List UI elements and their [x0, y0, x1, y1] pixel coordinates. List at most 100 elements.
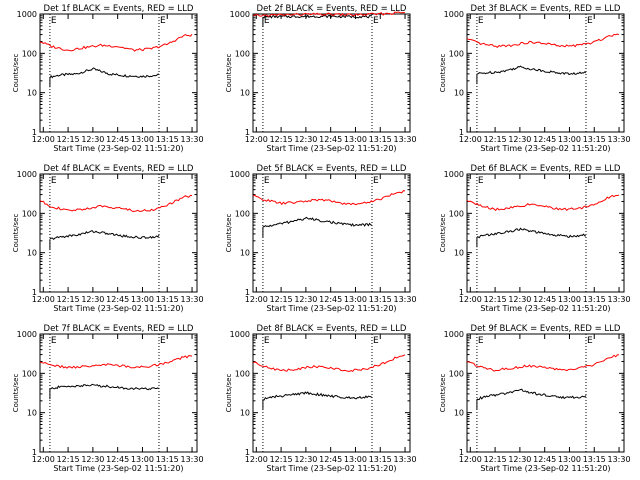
events-trace [49, 67, 160, 79]
x-axis-label: Start Time (23-Sep-02 11:51:20) [480, 304, 610, 313]
lld-trace [39, 355, 193, 369]
x-tick-label: 12:45 [533, 295, 556, 304]
x-tick-label: 12:45 [106, 135, 129, 144]
y-tick-label: 100 [235, 209, 250, 218]
x-tick-label: 12:00 [245, 455, 268, 464]
y-tick-label: 1000 [17, 10, 37, 19]
x-tick-label: 12:30 [508, 455, 531, 464]
x-tick-label: 12:00 [459, 295, 482, 304]
panel-title: Det 8f BLACK = Events, RED = LLD [257, 324, 407, 334]
plot-frame [39, 173, 198, 293]
x-tick-label: 12:15 [484, 295, 507, 304]
x-tick-label: 13:00 [558, 455, 581, 464]
y-tick-label: 1 [459, 448, 464, 457]
y-tick-label: 1 [245, 288, 250, 297]
y-tick-label: 100 [449, 209, 464, 218]
panel-title: Det 5f BLACK = Events, RED = LLD [257, 164, 407, 174]
x-tick-label: 13:15 [369, 295, 392, 304]
y-axis-label: Counts/sec [225, 54, 233, 93]
y-tick-label: 1 [459, 128, 464, 137]
x-tick-label: 12:30 [508, 135, 531, 144]
panel-title: Det 2f BLACK = Events, RED = LLD [257, 4, 407, 14]
events-trace [476, 65, 587, 76]
lld-trace [466, 194, 620, 212]
interval-marker: E [160, 16, 166, 26]
lld-trace [39, 194, 193, 213]
panel-title: Det 7f BLACK = Events, RED = LLD [44, 324, 194, 334]
plot-frame [252, 173, 411, 293]
x-tick-label: 13:30 [608, 135, 631, 144]
y-tick-label: 100 [449, 49, 464, 58]
y-tick-label: 1000 [17, 170, 37, 179]
panel-title: Det 6f BLACK = Events, RED = LLD [471, 164, 621, 174]
x-tick-label: 12:00 [32, 135, 55, 144]
y-tick-label: 10 [27, 89, 37, 98]
x-tick-label: 12:45 [106, 295, 129, 304]
panel-8: Det 8f BLACK = Events, RED = LLD 1 10 100 10… [225, 324, 417, 473]
y-tick-label: 1000 [444, 330, 464, 339]
x-tick-label: 12:30 [508, 295, 531, 304]
panel-2: Det 2f BLACK = Events, RED = LLD 1 10 100 10… [225, 4, 417, 153]
x-tick-label: 13:15 [369, 135, 392, 144]
x-tick-label: 12:15 [484, 135, 507, 144]
y-tick-label: 1000 [444, 10, 464, 19]
x-axis-label: Start Time (23-Sep-02 11:51:20) [480, 464, 610, 473]
y-axis-label: Counts/sec [225, 214, 233, 253]
panel-title: Det 9f BLACK = Events, RED = LLD [471, 324, 621, 334]
x-tick-label: 13:30 [394, 455, 417, 464]
y-axis-label: Counts/sec [439, 374, 447, 413]
y-tick-label: 1 [245, 448, 250, 457]
x-tick-label: 12:30 [294, 135, 317, 144]
x-axis-label: Start Time (23-Sep-02 11:51:20) [53, 304, 183, 313]
x-tick-label: 12:45 [319, 135, 342, 144]
x-tick-label: 12:45 [319, 455, 342, 464]
x-tick-label: 12:45 [106, 455, 129, 464]
y-tick-label: 1 [32, 448, 37, 457]
y-tick-label: 10 [27, 249, 37, 258]
x-tick-label: 13:30 [394, 295, 417, 304]
x-tick-label: 12:15 [57, 455, 80, 464]
x-tick-label: 12:30 [81, 135, 104, 144]
y-tick-label: 1 [459, 288, 464, 297]
x-tick-label: 12:30 [81, 295, 104, 304]
plot-frame [466, 173, 625, 293]
y-axis-label: Counts/sec [225, 374, 233, 413]
y-tick-label: 1000 [444, 170, 464, 179]
interval-marker: E [51, 16, 57, 26]
y-tick-label: 10 [454, 409, 464, 418]
y-tick-label: 10 [27, 409, 37, 418]
x-tick-label: 12:45 [533, 455, 556, 464]
interval-marker: E [160, 176, 166, 186]
events-trace [262, 14, 373, 19]
x-tick-label: 13:00 [558, 135, 581, 144]
interval-marker: E [373, 16, 379, 26]
x-axis-label: Start Time (23-Sep-02 11:51:20) [266, 464, 396, 473]
plot-frame [466, 13, 625, 133]
panel-7: Det 7f BLACK = Events, RED = LLD 1 10 100 10… [12, 324, 204, 473]
x-tick-label: 13:00 [344, 295, 367, 304]
x-tick-label: 12:45 [319, 295, 342, 304]
y-tick-label: 10 [454, 249, 464, 258]
panel-9: Det 9f BLACK = Events, RED = LLD 1 10 100 10… [439, 324, 631, 473]
x-tick-label: 12:15 [57, 295, 80, 304]
interval-marker: E [478, 176, 484, 186]
x-tick-label: 12:00 [459, 135, 482, 144]
y-axis-label: Counts/sec [12, 214, 20, 253]
y-tick-label: 1 [32, 288, 37, 297]
x-tick-label: 13:00 [558, 295, 581, 304]
y-tick-label: 1000 [230, 10, 250, 19]
interval-marker: E [478, 16, 484, 26]
lld-trace [252, 354, 406, 373]
panel-4: Det 4f BLACK = Events, RED = LLD 1 10 100 10… [12, 164, 204, 313]
x-tick-label: 12:30 [294, 295, 317, 304]
y-axis-label: Counts/sec [12, 54, 20, 93]
x-tick-label: 12:00 [245, 135, 268, 144]
panel-5: Det 5f BLACK = Events, RED = LLD 1 10 100 10… [225, 164, 417, 313]
plot-frame [39, 333, 198, 453]
x-tick-label: 12:00 [32, 455, 55, 464]
x-tick-label: 13:00 [131, 455, 154, 464]
x-tick-label: 12:00 [245, 295, 268, 304]
x-tick-label: 13:15 [583, 295, 606, 304]
events-trace [49, 230, 160, 240]
x-tick-label: 12:15 [270, 455, 293, 464]
